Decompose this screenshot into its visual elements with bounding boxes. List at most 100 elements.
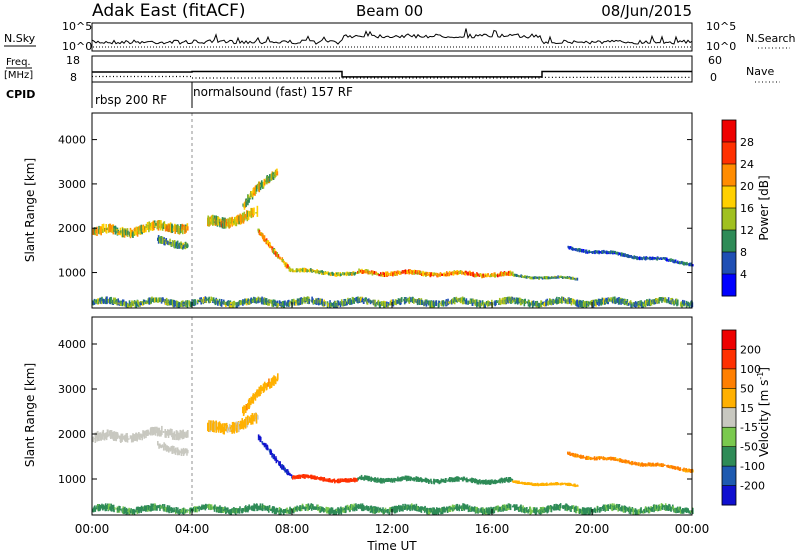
time-axis-label: Time UT — [366, 539, 417, 553]
echo-cell — [348, 271, 351, 275]
echo-cell — [574, 485, 577, 487]
echo-cell — [603, 507, 605, 511]
echo-cell — [684, 507, 687, 513]
echo-cell — [511, 479, 514, 481]
echo-cell — [677, 507, 680, 511]
echo-cell — [577, 249, 580, 252]
echo-cell — [516, 506, 519, 509]
echo-cell — [505, 477, 508, 482]
echo-cell — [304, 476, 306, 479]
echo-cell — [349, 508, 352, 510]
echo-cell — [117, 298, 120, 306]
echo-cell — [161, 425, 163, 435]
echo-cell — [272, 173, 275, 180]
echo-cell — [567, 247, 570, 249]
echo-cell — [630, 301, 633, 305]
echo-cell — [315, 476, 318, 480]
echo-cell — [584, 457, 587, 460]
echo-cell — [348, 299, 350, 304]
echo-cell — [357, 270, 359, 274]
echo-cell — [157, 297, 160, 303]
echo-cell — [296, 298, 299, 302]
echo-cell — [128, 508, 131, 515]
echo-cell — [668, 258, 671, 261]
echo-cell — [367, 506, 370, 512]
echo-cell — [684, 469, 686, 472]
echo-cell — [192, 506, 195, 510]
echo-cell — [408, 477, 411, 481]
echo-cell — [395, 300, 398, 306]
echo-cell — [107, 503, 109, 509]
noise-right-label: N.Search — [746, 32, 796, 45]
echo-cell — [558, 504, 560, 508]
echo-cell — [649, 507, 651, 511]
echo-cell — [547, 484, 549, 486]
echo-cell — [502, 272, 505, 277]
echo-cell — [603, 504, 606, 509]
echo-cell — [631, 507, 634, 512]
echo-cell — [364, 475, 366, 479]
echo-cell — [215, 420, 217, 433]
echo-cell — [258, 181, 261, 188]
echo-cell — [139, 301, 142, 306]
echo-cell — [249, 299, 251, 305]
echo-cell — [248, 416, 251, 423]
echo-cell — [136, 506, 138, 512]
echo-cell — [423, 302, 426, 306]
echo-cell — [377, 506, 379, 513]
echo-cell — [135, 226, 138, 232]
colorbar-swatch — [722, 164, 736, 187]
echo-cell — [679, 467, 682, 471]
echo-cell — [250, 400, 252, 406]
echo-cell — [437, 481, 440, 483]
echo-cell — [162, 237, 164, 244]
echo-cell — [375, 508, 378, 511]
echo-cell — [423, 479, 426, 481]
echo-cell — [648, 256, 651, 259]
echo-cell — [166, 429, 169, 436]
echo-cell — [364, 297, 366, 302]
echo-cell — [207, 505, 209, 508]
echo-cell — [455, 478, 458, 482]
colorbar-swatch — [722, 142, 736, 165]
echo-cell — [266, 384, 268, 390]
echo-cell — [569, 246, 572, 249]
echo-cell — [107, 434, 110, 437]
echo-cell — [511, 296, 514, 302]
echo-cell — [590, 457, 593, 460]
echo-cell — [607, 504, 609, 511]
echo-cell — [100, 505, 102, 508]
echo-cell — [337, 507, 339, 514]
echo-cell — [277, 303, 280, 306]
echo-cell — [465, 478, 468, 483]
echo-cell — [392, 506, 394, 513]
echo-cell — [662, 297, 664, 301]
echo-cell — [614, 505, 616, 509]
echo-cell — [164, 240, 166, 246]
echo-cell — [523, 508, 525, 513]
echo-cell — [221, 507, 224, 513]
echo-cell — [269, 245, 272, 248]
echo-cell — [227, 222, 230, 228]
echo-cell — [94, 227, 96, 232]
echo-cell — [527, 483, 530, 485]
echo-cell — [570, 507, 572, 512]
echo-cell — [221, 423, 223, 433]
echo-cell — [489, 274, 492, 277]
echo-cell — [373, 271, 376, 275]
echo-cell — [324, 301, 327, 305]
echo-cell — [213, 507, 216, 512]
echo-cell — [295, 508, 298, 511]
echo-cell — [240, 300, 243, 305]
echo-cell — [252, 394, 255, 400]
echo-cell — [169, 242, 172, 244]
echo-cell — [609, 504, 612, 510]
echo-cell — [127, 303, 129, 308]
echo-cell — [681, 510, 684, 514]
echo-cell — [497, 505, 499, 513]
echo-cell — [157, 505, 160, 508]
echo-cell — [118, 300, 120, 304]
echo-cell — [514, 506, 516, 511]
echo-cell — [255, 212, 257, 214]
